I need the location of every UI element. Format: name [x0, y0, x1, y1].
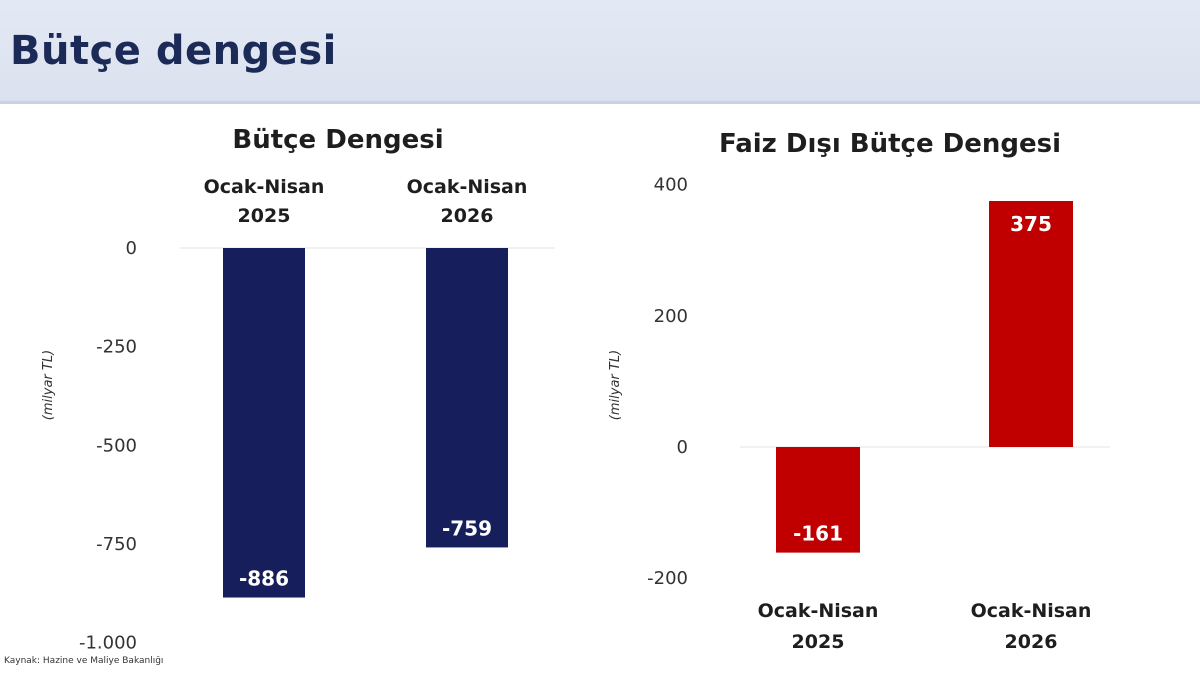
data-label: 375 — [1010, 212, 1052, 236]
category-label: 2025 — [238, 205, 291, 227]
category-label: Ocak-Nisan — [407, 176, 528, 198]
y-tick-label: -1.000 — [79, 633, 137, 654]
y-tick-label: 0 — [126, 238, 137, 259]
chart-title: Faiz Dışı Bütçe Dengesi — [719, 129, 1061, 159]
y-tick-label: -250 — [96, 337, 137, 358]
header-band: Bütçe dengesi — [0, 0, 1200, 104]
category-label: Ocak-Nisan — [758, 600, 879, 622]
y-tick-label: 0 — [677, 437, 688, 458]
bar — [776, 447, 860, 553]
y-axis-unit-label: (milyar TL) — [41, 350, 56, 420]
bar — [426, 248, 508, 548]
category-label: Ocak-Nisan — [971, 600, 1092, 622]
bar — [223, 248, 305, 598]
y-tick-label: -200 — [647, 568, 688, 589]
category-label: 2025 — [792, 631, 845, 653]
data-label: -161 — [793, 522, 843, 546]
y-tick-label: -500 — [96, 435, 137, 456]
category-label: 2026 — [1005, 631, 1058, 653]
y-tick-label: -750 — [96, 534, 137, 555]
y-tick-label: 200 — [654, 306, 688, 327]
y-axis-unit-label: (milyar TL) — [608, 350, 623, 420]
page-title: Bütçe dengesi — [10, 28, 337, 74]
chart-title: Bütçe Dengesi — [232, 125, 443, 155]
y-tick-label: 400 — [654, 175, 688, 196]
data-label: -759 — [442, 516, 492, 540]
category-label: 2026 — [441, 205, 494, 227]
bar — [989, 201, 1073, 447]
source-note: Kaynak: Hazine ve Maliye Bakanlığı — [4, 656, 164, 666]
data-label: -886 — [239, 567, 289, 591]
category-label: Ocak-Nisan — [204, 176, 325, 198]
